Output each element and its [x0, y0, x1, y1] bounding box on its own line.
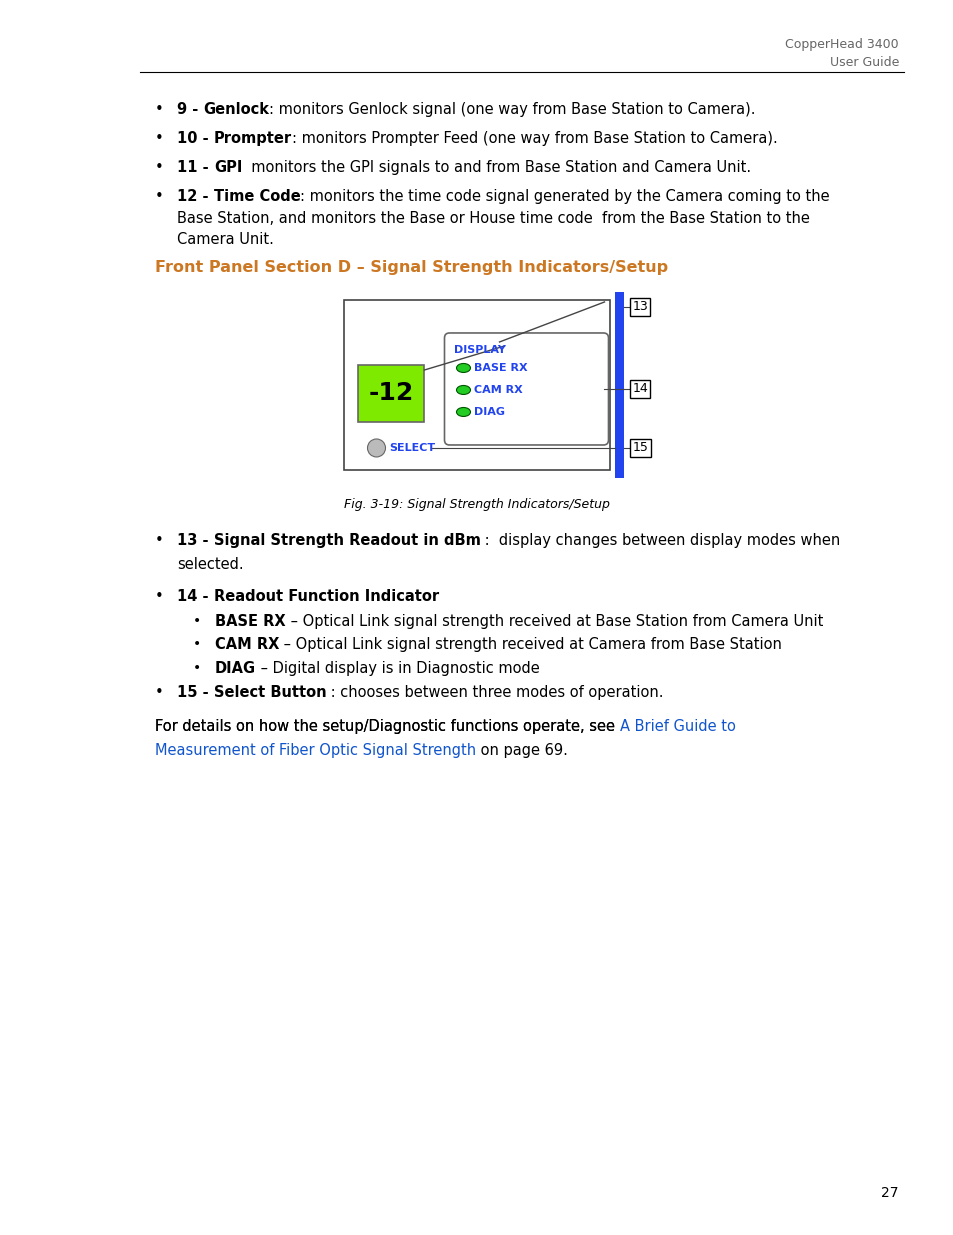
- Text: 12 -: 12 -: [177, 189, 213, 204]
- Text: monitors the GPI signals to and from Base Station and Camera Unit.: monitors the GPI signals to and from Bas…: [242, 161, 750, 175]
- Text: DISPLAY: DISPLAY: [454, 345, 506, 354]
- Text: Front Panel Section D – Signal Strength Indicators/Setup: Front Panel Section D – Signal Strength …: [154, 261, 667, 275]
- Text: 10 -: 10 -: [177, 131, 213, 146]
- Text: GPI: GPI: [213, 161, 242, 175]
- Text: •: •: [154, 589, 164, 604]
- Text: on page 69.: on page 69.: [476, 742, 567, 757]
- Text: 14: 14: [632, 383, 648, 395]
- Text: :  display changes between display modes when: : display changes between display modes …: [480, 534, 840, 548]
- Text: For details on how the setup/Diagnostic functions operate, see: For details on how the setup/Diagnostic …: [154, 719, 619, 734]
- Text: 14 -: 14 -: [177, 589, 213, 604]
- Text: •: •: [154, 131, 164, 146]
- Text: Fig. 3-19: Signal Strength Indicators/Setup: Fig. 3-19: Signal Strength Indicators/Se…: [344, 498, 609, 511]
- FancyBboxPatch shape: [344, 300, 609, 471]
- Text: 13: 13: [632, 300, 648, 314]
- Text: 15 -: 15 -: [177, 684, 213, 699]
- Text: 9 -: 9 -: [177, 103, 203, 117]
- Text: •: •: [154, 161, 164, 175]
- Text: Signal Strength Readout in dBm: Signal Strength Readout in dBm: [213, 534, 480, 548]
- Text: Genlock: Genlock: [203, 103, 269, 117]
- Text: – Optical Link signal strength received at Base Station from Camera Unit: – Optical Link signal strength received …: [285, 614, 822, 629]
- Text: •: •: [154, 534, 164, 548]
- Text: 15: 15: [632, 441, 648, 454]
- Text: •: •: [154, 684, 164, 699]
- Ellipse shape: [456, 385, 470, 394]
- Circle shape: [367, 438, 385, 457]
- Text: DIAG: DIAG: [214, 661, 255, 676]
- Text: : monitors Prompter Feed (one way from Base Station to Camera).: : monitors Prompter Feed (one way from B…: [292, 131, 777, 146]
- FancyBboxPatch shape: [614, 291, 624, 478]
- Text: •: •: [154, 103, 164, 117]
- Text: CAM RX: CAM RX: [214, 637, 279, 652]
- Text: For details on how the setup/Diagnostic functions operate, see: For details on how the setup/Diagnostic …: [154, 719, 619, 734]
- Text: : monitors Genlock signal (one way from Base Station to Camera).: : monitors Genlock signal (one way from …: [269, 103, 755, 117]
- Text: 11 -: 11 -: [177, 161, 213, 175]
- Text: : chooses between three modes of operation.: : chooses between three modes of operati…: [326, 684, 663, 699]
- Text: Measurement of Fiber Optic Signal Strength: Measurement of Fiber Optic Signal Streng…: [154, 742, 476, 757]
- Text: User Guide: User Guide: [829, 56, 898, 69]
- Text: •: •: [193, 637, 201, 651]
- Text: •: •: [193, 661, 201, 674]
- Text: CopperHead 3400: CopperHead 3400: [784, 38, 898, 51]
- Text: CAM RX: CAM RX: [474, 385, 522, 395]
- Text: A Brief Guide to: A Brief Guide to: [619, 719, 735, 734]
- Text: Prompter: Prompter: [213, 131, 292, 146]
- FancyBboxPatch shape: [358, 366, 424, 422]
- Text: SELECT: SELECT: [389, 443, 436, 453]
- Text: Select Button: Select Button: [213, 684, 326, 699]
- Ellipse shape: [456, 363, 470, 373]
- Text: : monitors the time code signal generated by the Camera coming to the: : monitors the time code signal generate…: [300, 189, 829, 204]
- Text: DIAG: DIAG: [474, 408, 505, 417]
- Text: BASE RX: BASE RX: [474, 363, 528, 373]
- Text: •: •: [154, 189, 164, 204]
- Text: 13 -: 13 -: [177, 534, 213, 548]
- Text: Time Code: Time Code: [213, 189, 300, 204]
- Text: Base Station, and monitors the Base or House time code  from the Base Station to: Base Station, and monitors the Base or H…: [177, 211, 809, 226]
- Text: 27: 27: [881, 1186, 898, 1200]
- Text: Readout Function Indicator: Readout Function Indicator: [213, 589, 438, 604]
- Text: •: •: [193, 614, 201, 627]
- Text: -12: -12: [369, 382, 414, 405]
- Text: – Digital display is in Diagnostic mode: – Digital display is in Diagnostic mode: [255, 661, 539, 676]
- Text: selected.: selected.: [177, 557, 243, 572]
- FancyBboxPatch shape: [444, 333, 608, 445]
- Text: Camera Unit.: Camera Unit.: [177, 232, 274, 247]
- Ellipse shape: [456, 408, 470, 416]
- Text: BASE RX: BASE RX: [214, 614, 285, 629]
- Text: – Optical Link signal strength received at Camera from Base Station: – Optical Link signal strength received …: [279, 637, 781, 652]
